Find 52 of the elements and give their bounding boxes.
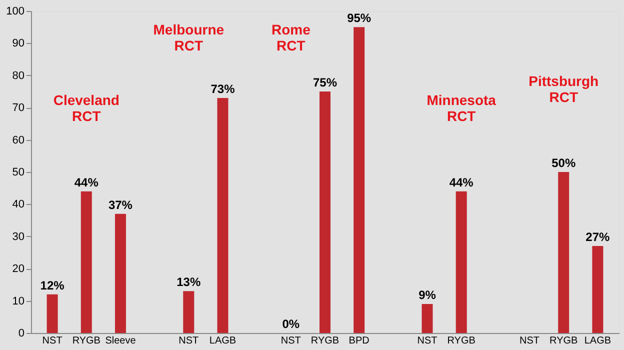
x-tick-label: LAGB (584, 336, 612, 346)
bar (183, 291, 194, 333)
bar (558, 172, 570, 333)
x-tick-label: BPD (348, 336, 370, 346)
bar (217, 98, 228, 333)
data-label: 0% (282, 317, 300, 331)
data-label: 44% (449, 175, 474, 190)
data-label: 12% (40, 278, 65, 292)
data-label: 73% (210, 82, 236, 96)
y-tick-label: 40 (12, 198, 24, 211)
bar (114, 214, 126, 333)
data-label: 13% (176, 275, 201, 290)
y-tick-label: 20 (12, 263, 24, 276)
annotation: Melbourne RCT (153, 21, 224, 54)
x-tick-label: LAGB (209, 336, 236, 346)
y-tick-label: 10 (12, 295, 24, 308)
bar (592, 246, 604, 333)
x-tick-label: RYGB (447, 336, 476, 346)
annotation: Rome RCT (271, 21, 311, 54)
x-tick-label: NST (178, 336, 199, 346)
x-tick-label: RYGB (310, 336, 340, 346)
data-label: 27% (586, 230, 610, 244)
y-tick-label: 80 (12, 70, 24, 82)
x-tick-label: NST (520, 336, 540, 346)
data-label: 37% (108, 198, 133, 212)
bar (80, 191, 92, 333)
x-tick-label: RYGB (72, 336, 101, 346)
x-tick-label: NST (42, 336, 62, 346)
bar (46, 294, 58, 333)
y-tick-label: 60 (12, 134, 24, 146)
annotation: Cleveland RCT (53, 92, 120, 124)
data-label: 95% (347, 11, 372, 26)
y-tick-label: 100 (6, 6, 24, 18)
data-label: 9% (418, 288, 436, 302)
data-label: 50% (552, 156, 576, 170)
bar (354, 27, 365, 333)
bar (456, 191, 467, 333)
y-tick-label: 70 (12, 102, 24, 114)
y-tick-label: 50 (12, 166, 24, 178)
annotation: Pittsburgh RCT (528, 72, 599, 105)
annotation: Minnesota RCT (426, 92, 496, 124)
x-tick-label: Sleeve (105, 336, 136, 346)
y-tick-label: 0 (18, 328, 24, 340)
data-label: 75% (312, 76, 338, 90)
bar (422, 304, 433, 333)
x-tick-label: NST (417, 336, 438, 346)
x-tick-label: NST (280, 336, 301, 346)
y-tick-label: 90 (12, 38, 24, 50)
y-tick-label: 30 (12, 230, 24, 243)
x-tick-label: RYGB (550, 336, 578, 346)
data-label: 44% (74, 175, 99, 190)
bar (320, 92, 330, 333)
